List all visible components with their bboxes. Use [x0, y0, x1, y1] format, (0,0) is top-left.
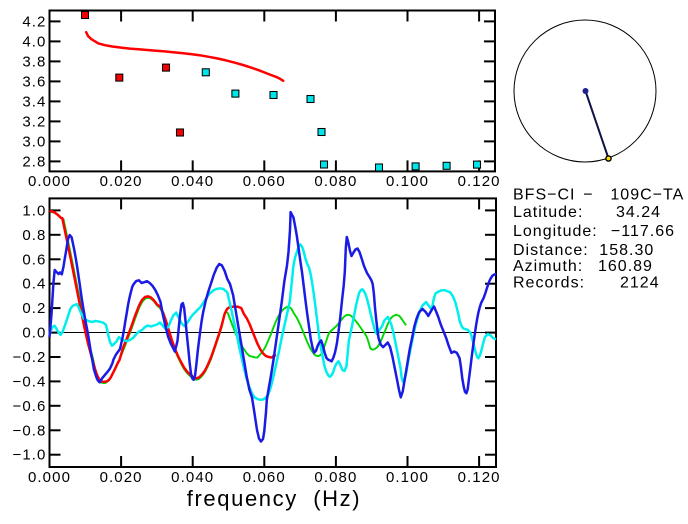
svg-text:0.0: 0.0 [22, 325, 46, 342]
svg-text:0.080: 0.080 [314, 469, 357, 486]
svg-text:3.0: 3.0 [22, 133, 46, 150]
svg-text:−0.6: −0.6 [12, 398, 46, 415]
svg-text:0.120: 0.120 [458, 173, 501, 190]
svg-text:0.8: 0.8 [22, 227, 46, 244]
svg-text:158.30: 158.30 [599, 242, 654, 259]
svg-text:2124: 2124 [620, 275, 660, 292]
svg-text:3.8: 3.8 [22, 53, 46, 70]
svg-text:4.0: 4.0 [22, 33, 46, 50]
svg-text:Azimuth:: Azimuth: [513, 258, 583, 275]
svg-text:−0.8: −0.8 [12, 422, 46, 439]
svg-text:0.060: 0.060 [243, 173, 286, 190]
svg-text:frequency (Hz): frequency (Hz) [187, 486, 361, 511]
svg-text:0.040: 0.040 [171, 173, 214, 190]
svg-text:−: − [583, 187, 593, 204]
svg-text:0.100: 0.100 [386, 469, 429, 486]
svg-text:3.4: 3.4 [22, 93, 46, 110]
svg-text:1.0: 1.0 [22, 202, 46, 219]
svg-text:0.020: 0.020 [100, 173, 143, 190]
svg-text:BFS−CI: BFS−CI [513, 187, 575, 204]
svg-text:160.89: 160.89 [598, 258, 653, 275]
svg-text:0.100: 0.100 [386, 173, 429, 190]
svg-text:Longitude:: Longitude: [513, 223, 598, 240]
svg-text:−0.2: −0.2 [12, 349, 46, 366]
svg-text:0.000: 0.000 [28, 469, 71, 486]
svg-text:3.2: 3.2 [22, 113, 46, 130]
svg-text:Records:: Records: [513, 275, 585, 292]
svg-text:0.4: 0.4 [22, 276, 46, 293]
svg-text:0.6: 0.6 [22, 251, 46, 268]
svg-text:2.8: 2.8 [22, 153, 46, 170]
svg-text:0.040: 0.040 [171, 469, 214, 486]
svg-text:0.060: 0.060 [243, 469, 286, 486]
svg-text:−1.0: −1.0 [12, 447, 46, 464]
svg-text:−0.4: −0.4 [12, 373, 46, 390]
svg-text:34.24: 34.24 [616, 204, 661, 221]
svg-text:0.000: 0.000 [28, 173, 71, 190]
svg-text:0.020: 0.020 [100, 469, 143, 486]
svg-text:0.120: 0.120 [458, 469, 501, 486]
svg-text:Latitude:: Latitude: [513, 204, 583, 221]
svg-text:−117.66: −117.66 [611, 223, 675, 240]
svg-text:Distance:: Distance: [513, 242, 589, 259]
svg-text:109C−TA: 109C−TA [610, 187, 684, 204]
svg-text:0.080: 0.080 [314, 173, 357, 190]
svg-text:4.2: 4.2 [22, 13, 46, 30]
svg-text:0.2: 0.2 [22, 300, 46, 317]
svg-text:3.6: 3.6 [22, 73, 46, 90]
